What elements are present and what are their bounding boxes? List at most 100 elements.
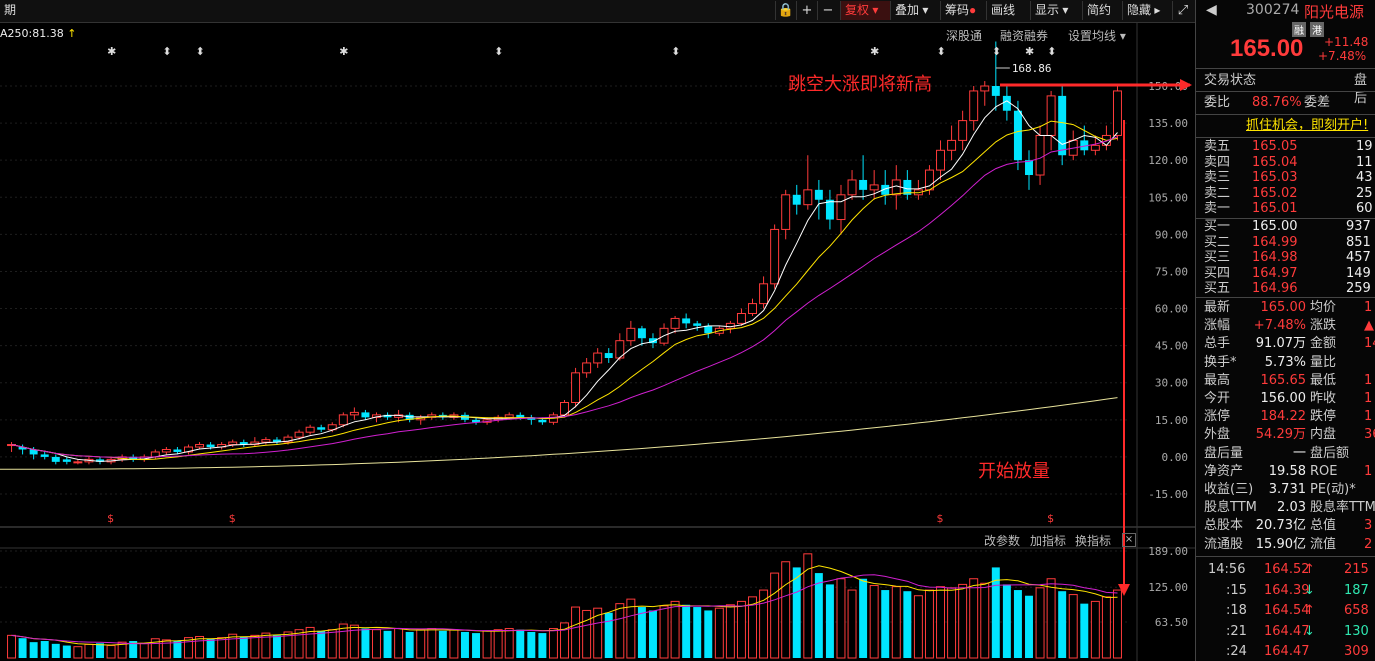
overlay-button[interactable]: 叠加 ▾	[890, 1, 941, 20]
event-marker: ✱	[1025, 45, 1034, 58]
candle-body	[1013, 110, 1022, 161]
close-icon[interactable]: ×	[1122, 533, 1136, 547]
volume-bar	[538, 633, 547, 658]
candle-body	[593, 352, 603, 364]
candle-body	[891, 179, 901, 196]
stat-label: 盘后量	[1204, 445, 1244, 461]
zoom-in-icon[interactable]: +	[796, 1, 817, 20]
volume-bar	[129, 641, 138, 658]
kline-chart[interactable]: 150.00135.00120.00105.0090.0075.0060.004…	[0, 0, 1195, 661]
margin-tag: 融	[1292, 22, 1306, 37]
params-button[interactable]: 改参数	[984, 534, 1021, 548]
volume-ma-line	[11, 565, 1118, 646]
volume-bar	[1035, 587, 1045, 659]
up-arrow-icon: ↑	[67, 27, 77, 40]
volume-bar	[51, 643, 60, 658]
candle-body	[571, 372, 581, 404]
volume-bar	[958, 583, 968, 659]
volume-bar	[1101, 596, 1111, 659]
volume-bar	[1090, 600, 1100, 659]
shenguotong-link[interactable]: 深股通	[946, 29, 983, 43]
ask-row[interactable]: 卖一 165.01 60	[1196, 201, 1375, 216]
back-arrow-icon[interactable]: ◀	[1206, 2, 1217, 18]
price-tick-label: 90.00	[1155, 228, 1188, 241]
volume-bar	[770, 572, 780, 659]
event-marker: ⬍	[162, 45, 171, 58]
dividend-marker: $	[937, 512, 944, 525]
diff-label: 委差	[1304, 95, 1331, 110]
simple-button[interactable]: 简约	[1082, 1, 1127, 20]
price-tick-label: 30.00	[1155, 377, 1188, 390]
candle-body	[792, 194, 801, 205]
price-tick-label: 0.00	[1162, 451, 1189, 464]
candle-body	[604, 353, 613, 358]
bid-row[interactable]: 买五 164.96 259	[1196, 281, 1375, 296]
ask-price: 165.03	[1252, 170, 1298, 185]
volume-bar	[183, 637, 193, 659]
candle-body	[748, 303, 757, 314]
event-marker: ⬍	[196, 45, 205, 58]
volume-bar	[593, 607, 603, 659]
volume-bar	[482, 630, 492, 659]
bid-row[interactable]: 买三 164.98 457	[1196, 250, 1375, 265]
zoom-out-icon[interactable]: −	[817, 1, 838, 20]
promo-link[interactable]: 抓住机会，即刻开户!	[1246, 118, 1369, 133]
period-button[interactable]: 期	[4, 3, 17, 17]
down-arrow-icon: ↓	[1304, 582, 1315, 598]
bid-row[interactable]: 买二 164.99 851	[1196, 235, 1375, 250]
display-button[interactable]: 显示 ▾	[1030, 1, 1085, 20]
kline-chart-area[interactable]: 150.00135.00120.00105.0090.0075.0060.004…	[0, 0, 1195, 661]
chips-button[interactable]: 筹码●	[940, 1, 987, 20]
tick-time: :21	[1226, 623, 1247, 639]
bid-row[interactable]: 买一 165.00 937	[1196, 219, 1375, 234]
ask-label: 卖三	[1204, 170, 1231, 185]
price-tick-label: 120.00	[1148, 154, 1188, 167]
volume-bar	[217, 637, 227, 659]
tick-price: 164.39	[1264, 582, 1310, 598]
switch-indicator-button[interactable]: 换指标	[1075, 534, 1112, 548]
fullscreen-icon[interactable]: ⤢	[1172, 1, 1193, 20]
candle-body	[881, 184, 890, 195]
candle-body	[1090, 144, 1100, 151]
volume-bar	[250, 634, 260, 659]
volume-bar	[338, 623, 348, 659]
stat-label-2: PE(动)*	[1310, 482, 1356, 497]
stat-row: 今开 156.00 昨收 1	[1196, 390, 1375, 408]
volume-bar	[1112, 589, 1122, 659]
stat-label: 涨停	[1204, 409, 1231, 425]
bid-price: 164.96	[1252, 281, 1298, 296]
stat-value-2: 1	[1364, 391, 1373, 406]
event-marker: ⬍	[671, 45, 680, 58]
candle-body	[51, 456, 60, 462]
stat-value-2: 1	[1364, 409, 1373, 425]
hide-button[interactable]: 隐藏 ▸	[1122, 1, 1177, 20]
margin-link[interactable]: 融资融券	[1000, 29, 1049, 43]
candle-body	[195, 444, 205, 448]
volume-bar	[781, 561, 791, 659]
stat-label-2: 量比	[1310, 354, 1337, 370]
stat-value-2: 1	[1364, 372, 1373, 388]
ask-row[interactable]: 卖三 165.03 43	[1196, 170, 1375, 185]
candle-body	[73, 461, 83, 464]
volume-bar	[206, 638, 215, 658]
ask-row[interactable]: 卖二 165.02 25	[1196, 186, 1375, 201]
candle-body	[670, 317, 680, 329]
ma-settings-link[interactable]: 设置均线 ▾	[1068, 29, 1126, 43]
volume-bar	[836, 578, 846, 659]
ask-row[interactable]: 卖五 165.05 19	[1196, 139, 1375, 154]
fuquan-button[interactable]: 复权 ▾	[840, 1, 891, 20]
bid-volume: 457	[1346, 250, 1371, 265]
volume-bar	[327, 629, 337, 659]
tick-volume: 215	[1344, 562, 1369, 577]
lock-icon[interactable]: 🔒	[775, 1, 796, 20]
bid-row[interactable]: 买四 164.97 149	[1196, 266, 1375, 281]
draw-line-button[interactable]: 画线	[986, 1, 1031, 20]
ask-price: 165.01	[1252, 201, 1298, 216]
ask-row[interactable]: 卖四 165.04 11	[1196, 155, 1375, 170]
candle-body	[969, 90, 979, 122]
candle-body	[228, 441, 238, 446]
ratio-value: 88.76%	[1252, 95, 1302, 110]
add-indicator-button[interactable]: 加指标	[1030, 534, 1067, 548]
volume-bar	[239, 636, 248, 658]
tick-volume: 187	[1344, 582, 1369, 598]
